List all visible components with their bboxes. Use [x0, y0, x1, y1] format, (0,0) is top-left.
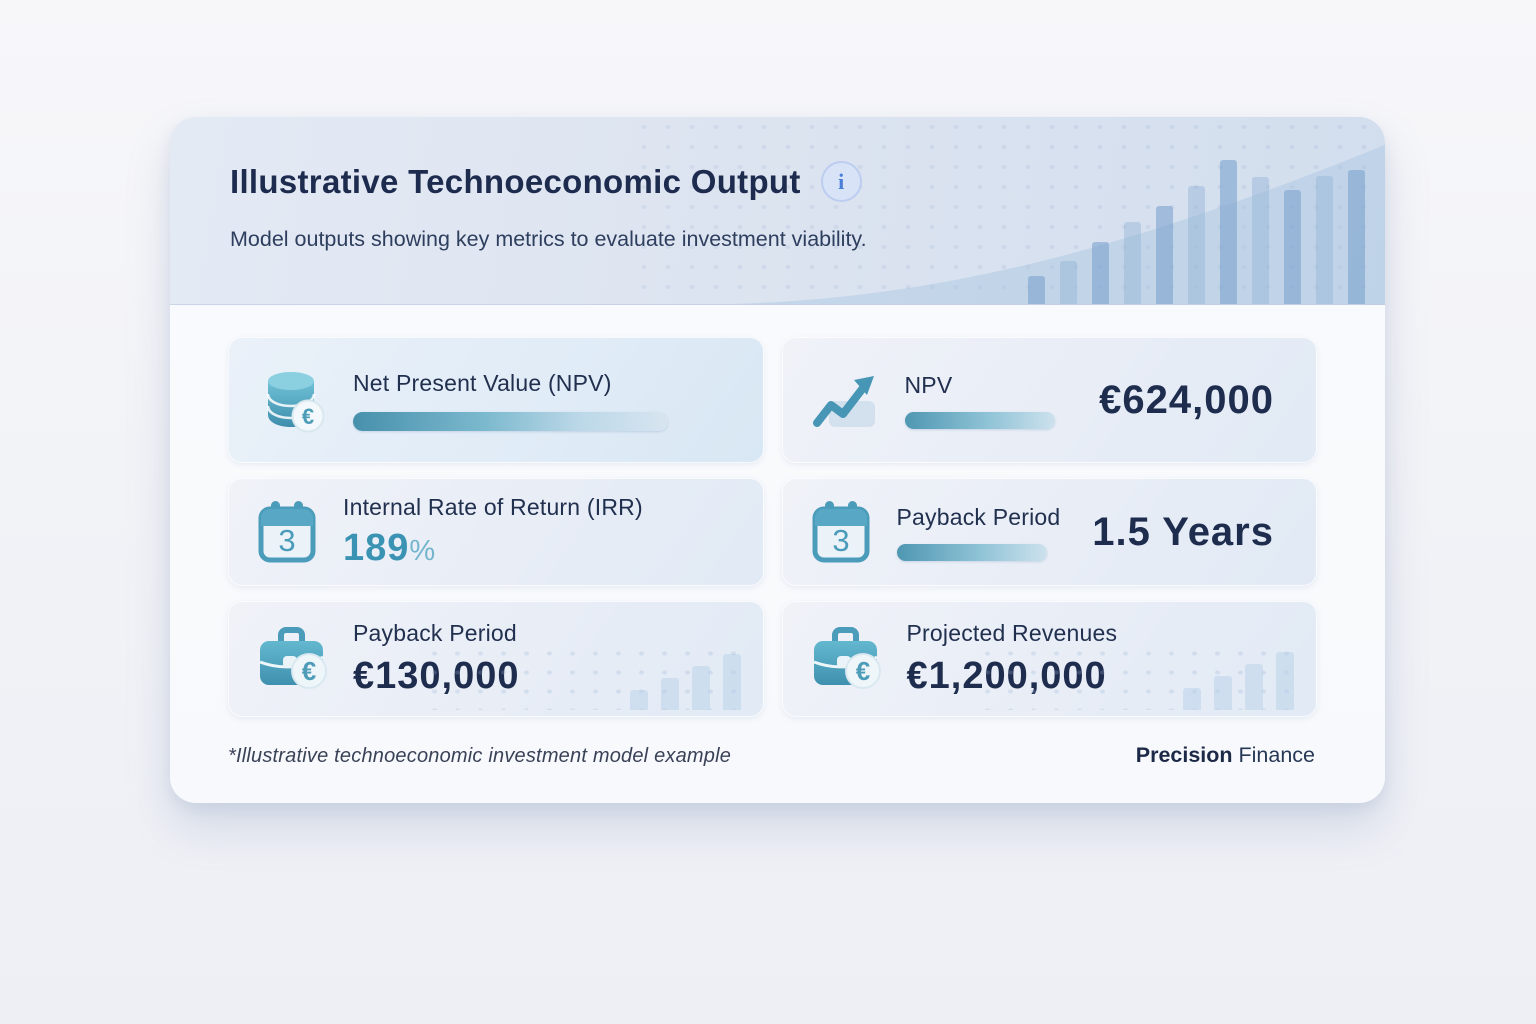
payback-value: 1.5 Years — [1092, 509, 1274, 554]
tile-projected-revenues: € Projected Revenues €1,200,000 — [781, 601, 1317, 717]
tile-npv-label: € Net Present Value (NPV) — [228, 337, 764, 463]
page-title: Illustrative Technoeconomic Output — [230, 162, 801, 200]
trend-up-icon — [812, 376, 875, 427]
briefcase-euro-icon: € — [812, 627, 881, 689]
briefcase-euro-icon: € — [259, 627, 327, 689]
euro-glyph: € — [302, 404, 314, 429]
metric-title: Payback Period — [896, 503, 1061, 530]
metric-title: Payback Period — [353, 620, 517, 646]
dots-pattern-decoration — [631, 117, 1385, 304]
page-subtitle: Model outputs showing key metrics to eva… — [230, 227, 867, 251]
brand-regular: Finance — [1232, 743, 1316, 767]
metric-title: Net Present Value (NPV) — [353, 369, 612, 396]
metric-label: NPV — [904, 371, 953, 398]
npv-progress-bar — [353, 411, 668, 431]
header-bars — [1028, 160, 1365, 304]
irr-value: 189% — [343, 527, 437, 569]
euro-glyph: € — [855, 656, 869, 686]
percent-sign: % — [409, 535, 437, 567]
npv-value: €624,000 — [1099, 377, 1274, 422]
database-euro-icon: € — [266, 372, 325, 433]
disclaimer-note: *Illustrative technoeconomic investment … — [228, 745, 732, 767]
revenues-value: €1,200,000 — [906, 655, 1107, 697]
tile-irr: 3 Internal Rate of Return (IRR) 189% — [228, 478, 764, 586]
euro-glyph: € — [302, 656, 316, 686]
tile-payback-years: 3 Payback Period 1.5 Years — [781, 478, 1317, 586]
calendar-day-glyph: 3 — [832, 523, 849, 558]
calendar-day-glyph: 3 — [278, 523, 295, 558]
payback-amount-value: €130,000 — [353, 655, 520, 697]
techno-economic-card: Illustrative Technoeconomic Output i Mod… — [170, 117, 1385, 803]
tile-payback-amount: € Payback Period €130,000 — [228, 601, 764, 717]
info-icon[interactable]: i — [820, 161, 862, 202]
metric-title: Internal Rate of Return (IRR) — [343, 494, 643, 520]
calendar-icon: 3 — [258, 501, 316, 563]
tile-npv-value: NPV €624,000 — [781, 337, 1317, 463]
metrics-grid: € Net Present Value (NPV) NPV €6 — [228, 337, 1317, 717]
npv-mini-bar — [904, 411, 1055, 429]
metric-title: Projected Revenues — [906, 620, 1118, 646]
card-header: Illustrative Technoeconomic Output i Mod… — [170, 117, 1385, 305]
brand-label: Precision Finance — [1136, 743, 1315, 768]
payback-mini-bar — [896, 543, 1047, 561]
calendar-icon: 3 — [812, 501, 869, 563]
card-footer: *Illustrative technoeconomic investment … — [228, 743, 1315, 768]
brand-bold: Precision — [1135, 743, 1233, 767]
